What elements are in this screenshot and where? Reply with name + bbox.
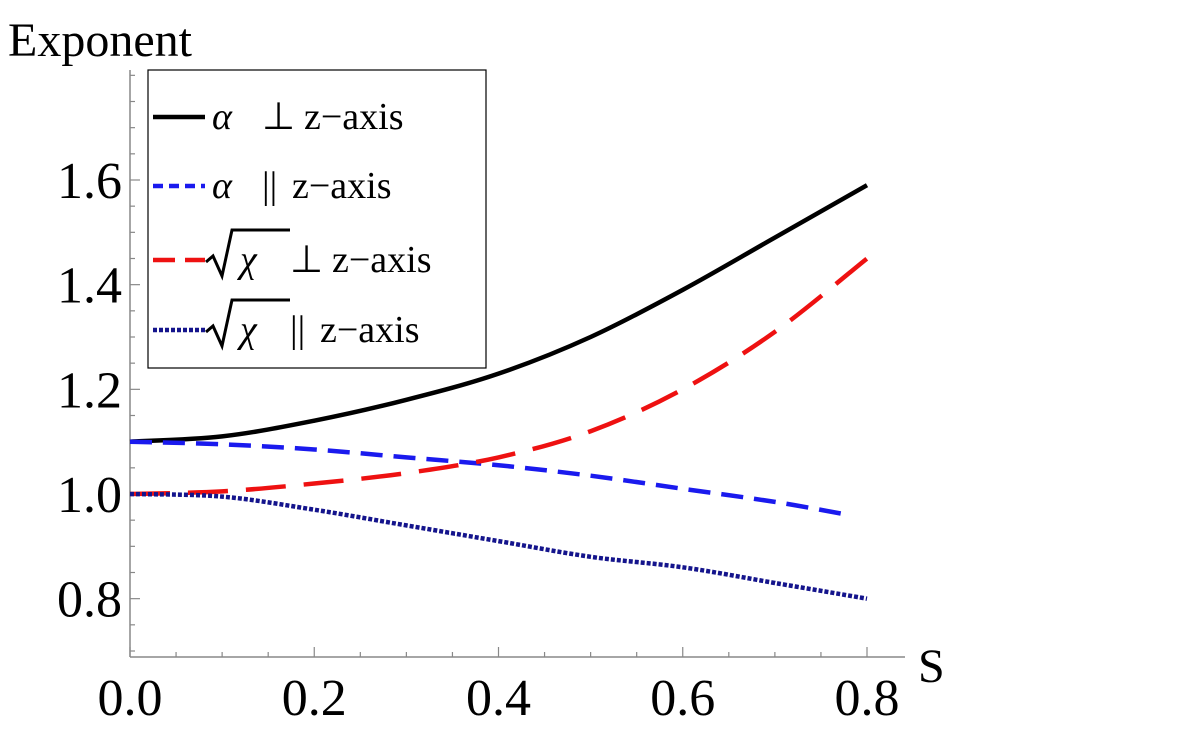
x-tick-label: 0.0 xyxy=(98,670,163,727)
legend-sqrt-symbol xyxy=(205,298,290,351)
series-line-alpha-perp xyxy=(129,183,869,444)
y-axis-title: Exponent xyxy=(8,14,193,67)
legend-label: z−axis xyxy=(320,309,420,351)
legend-symbol: χ xyxy=(236,309,258,351)
y-tick-label: 1.0 xyxy=(57,467,122,524)
x-tick-label: 0.6 xyxy=(650,670,715,727)
legend-relation: ⊥ xyxy=(290,239,323,281)
legend-label: z−axis xyxy=(292,165,392,207)
y-tick-label: 1.4 xyxy=(57,258,122,315)
legend-label: z−axis xyxy=(304,96,404,138)
legend-label: z−axis xyxy=(332,239,432,281)
series-line-sqrt-chi-perp xyxy=(129,256,869,497)
legend-symbol: χ xyxy=(236,239,258,281)
legend-symbol: α xyxy=(212,165,233,207)
x-axis: 0.0 0.2 0.4 0.6 0.8 xyxy=(98,647,905,727)
legend-box xyxy=(147,69,487,369)
y-tick-label: 0.8 xyxy=(57,572,122,629)
series-layer xyxy=(129,183,869,601)
legend-relation: || xyxy=(262,165,277,207)
series-line-alpha-parallel xyxy=(129,439,849,518)
legend-relation: ⊥ xyxy=(262,96,295,138)
legend-sqrt-symbol xyxy=(205,228,290,281)
series-line-sqrt-chi-parallel xyxy=(129,491,868,601)
x-tick-label: 0.8 xyxy=(835,670,900,727)
y-tick-label: 1.2 xyxy=(57,362,122,419)
y-tick-label: 1.6 xyxy=(57,153,122,210)
y-axis: 0.8 1.0 1.2 1.4 1.6 xyxy=(57,70,140,657)
legend-relation: || xyxy=(290,309,305,351)
x-tick-label: 0.2 xyxy=(282,670,347,727)
x-tick-label: 0.4 xyxy=(466,670,531,727)
legend-symbol: α xyxy=(212,96,233,138)
x-axis-title: S xyxy=(918,640,945,693)
